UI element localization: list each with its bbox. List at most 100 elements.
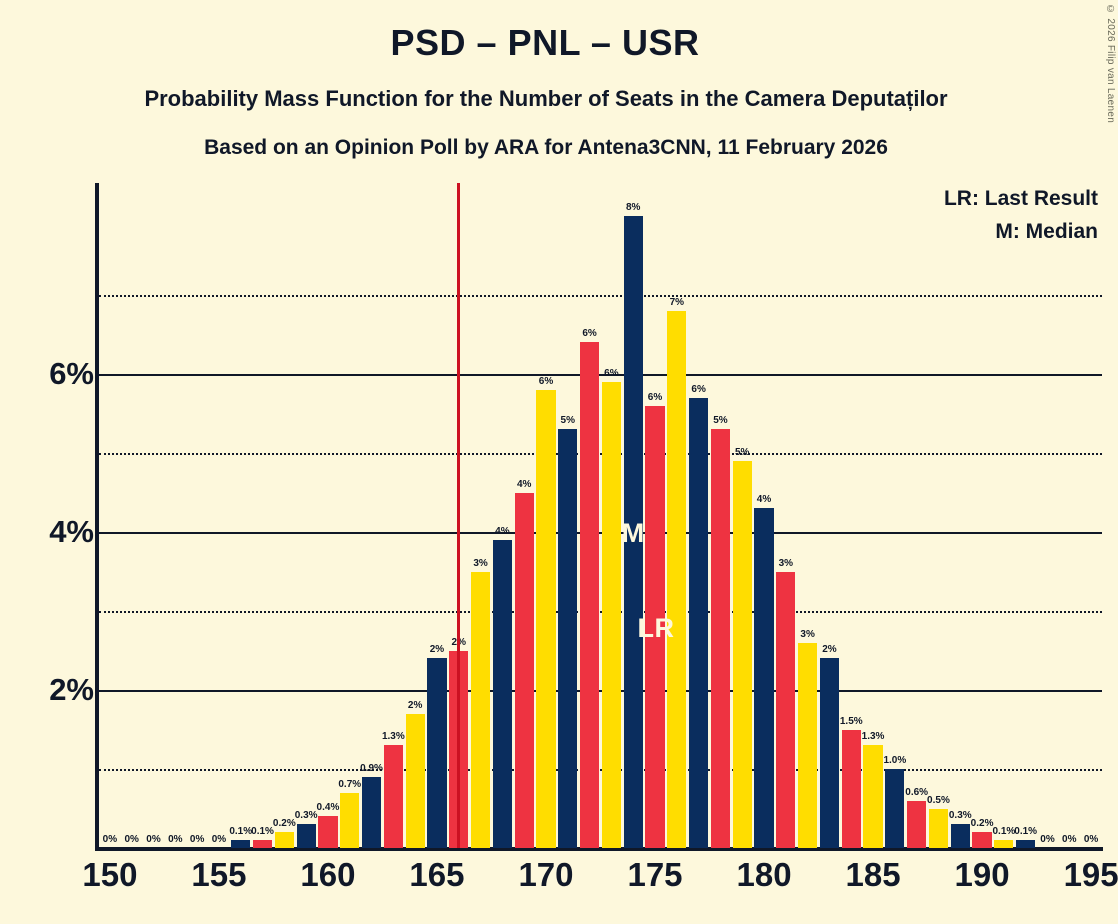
bar-seat-170 [536,389,556,848]
bar-label-seat-157: 0.1% [251,826,274,838]
bar-seat-160 [318,816,338,848]
bar-label-seat-173: 6% [604,367,619,379]
bar-label-seat-167: 3% [473,557,488,569]
bar-label-seat-159: 0.3% [294,810,318,822]
bar-seat-184 [841,729,861,848]
bar-seat-158 [274,832,294,848]
x-axis-label-195: 195 [1063,856,1118,893]
gridline-minor-3 [99,611,1102,613]
bar-seat-178 [710,429,730,848]
bar-label-seat-180: 4% [756,494,772,506]
bar-label-seat-152: 0% [146,834,161,845]
bar-seat-190 [972,832,992,848]
bar-label-seat-178: 5% [713,415,728,427]
bar-seat-185 [863,745,883,848]
bar-seat-181 [776,571,796,848]
bar-label-seat-154: 0% [189,834,205,845]
bar-label-seat-187: 0.6% [905,786,929,798]
x-axis-line [95,847,1103,851]
copyright-notice: © 2026 Filip van Laenen [1105,4,1116,124]
gridline-minor-1 [99,769,1102,771]
x-axis-label-185: 185 [845,856,901,893]
bar-seat-180 [754,508,774,848]
bar-seat-189 [950,824,970,848]
y-axis-line [95,183,99,850]
bar-label-seat-183: 2% [822,644,837,656]
x-axis-label-170: 170 [518,856,574,893]
legend-item-median: M: Median [995,219,1098,243]
gridline-major-6 [99,374,1102,376]
bar-seat-163 [383,745,403,848]
bar-label-seat-186: 1.0% [883,755,907,766]
bar-seat-191 [994,840,1014,848]
x-axis-label-165: 165 [409,856,465,893]
bar-seat-187 [907,800,927,848]
bar-label-seat-177: 6% [691,383,706,395]
plot-area: 0% 0% 0% 0% 0% 0% 0.1% 0.1% 0.2% 0.3% 0.4% 0.7% 0.9%… [99,183,1102,848]
bar-label-seat-189: 0.3% [948,810,972,822]
x-axis-label-150: 150 [82,856,138,893]
bar-seat-164 [405,713,425,848]
chart-subtitle-secondary: Based on an Opinion Poll by ARA for Ante… [204,136,888,159]
bar-seat-159 [296,824,316,848]
bar-label-seat-185: 1.3% [861,731,885,743]
majority-threshold-line [456,183,460,848]
bar-seat-176 [667,310,687,848]
bar-seat-171 [558,429,578,848]
bar-seat-175 [645,405,665,848]
bar-label-seat-188: 0.5% [927,794,950,806]
bar-seat-165 [427,658,447,848]
bar-label-seat-165: 2% [429,644,445,656]
bar-seat-157 [252,840,273,848]
y-axis-label-6: 6% [49,356,94,391]
bar-label-seat-176: 7% [669,296,685,308]
bar-seat-188 [928,808,949,848]
bar-label-seat-168: 4% [495,525,510,537]
bar-label-seat-161: 0.7% [338,778,362,790]
bar-label-seat-160: 0.4% [316,802,340,814]
x-axis-label-155: 155 [191,856,247,893]
bar-label-seat-195: 0% [1083,834,1099,845]
chart-title: PSD – PNL – USR [390,22,700,63]
bar-label-seat-193: 0% [1040,834,1055,845]
last-result-marker: LR [637,613,675,643]
gridline-minor-7 [99,295,1102,297]
bar-label-seat-153: 0% [168,834,183,845]
bar-label-seat-175: 6% [647,391,663,403]
bar-label-seat-171: 5% [560,415,576,427]
legend-item-last-result: LR: Last Result [943,187,1098,210]
bar-label-seat-181: 3% [778,557,794,569]
chart-legend: LR: Last Result M: Median [944,183,1098,248]
bar-seat-162 [361,776,382,848]
bar-label-seat-174: 8% [625,202,641,213]
bar-label-seat-191: 0.1% [992,826,1016,838]
bar-seat-183 [819,658,840,848]
y-axis-label-2: 2% [49,672,94,707]
bar-label-seat-182: 3% [800,628,815,640]
gridline-minor-5 [99,453,1102,455]
bar-label-seat-194: 0% [1062,834,1077,845]
chart-subtitle-primary: Probability Mass Function for the Number… [144,86,948,111]
bar-seat-167 [470,571,491,848]
bar-label-seat-192: 0.1% [1014,826,1038,838]
bar-label-seat-156: 0.1% [229,826,253,838]
x-axis-label-160: 160 [300,856,356,893]
bar-seat-177 [689,397,709,848]
gridline-major-4 [99,532,1102,534]
bar-seat-186 [885,769,905,848]
bar-seat-161 [340,792,360,848]
bar-label-seat-162: 0.9% [360,762,383,774]
bar-label-seat-151: 0% [124,834,139,845]
gridline-major-2 [99,690,1102,692]
bar-seat-156 [231,840,251,848]
bar-label-seat-170: 6% [538,375,554,387]
bar-label-seat-172: 6% [582,328,597,340]
bar-seat-182 [798,642,818,848]
x-axis-label-180: 180 [736,856,792,893]
x-axis-label-190: 190 [954,856,1010,893]
bar-seat-172 [579,342,600,848]
y-axis-label-4: 4% [49,514,94,549]
bar-seat-174 [623,216,643,848]
bar-label-seat-184: 1.5% [839,715,863,727]
